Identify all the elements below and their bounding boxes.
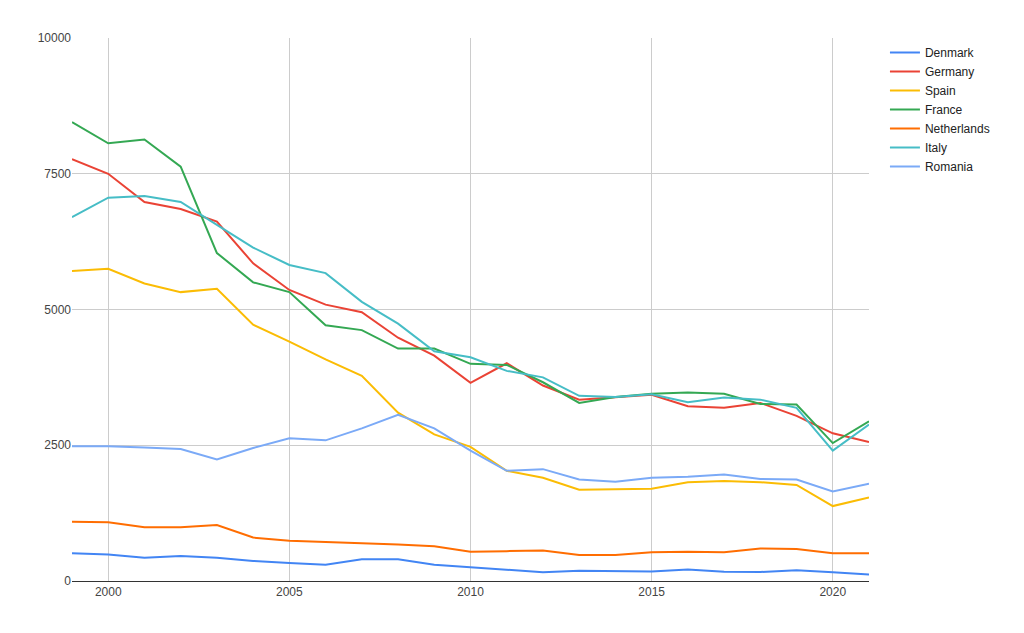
svg-text:France: France: [925, 103, 963, 117]
svg-text:2005: 2005: [276, 585, 303, 599]
svg-text:2020: 2020: [819, 585, 846, 599]
svg-text:10000: 10000: [38, 31, 72, 45]
svg-text:Germany: Germany: [925, 65, 974, 79]
svg-text:7500: 7500: [44, 167, 71, 181]
svg-text:Denmark: Denmark: [925, 46, 975, 60]
svg-text:5000: 5000: [44, 303, 71, 317]
svg-text:2010: 2010: [457, 585, 484, 599]
svg-text:2015: 2015: [638, 585, 665, 599]
svg-text:Spain: Spain: [925, 84, 956, 98]
svg-text:Italy: Italy: [925, 141, 947, 155]
svg-text:Romania: Romania: [925, 160, 973, 174]
svg-text:Netherlands: Netherlands: [925, 122, 990, 136]
svg-text:0: 0: [64, 574, 71, 588]
svg-text:2000: 2000: [95, 585, 122, 599]
svg-text:2500: 2500: [44, 438, 71, 452]
